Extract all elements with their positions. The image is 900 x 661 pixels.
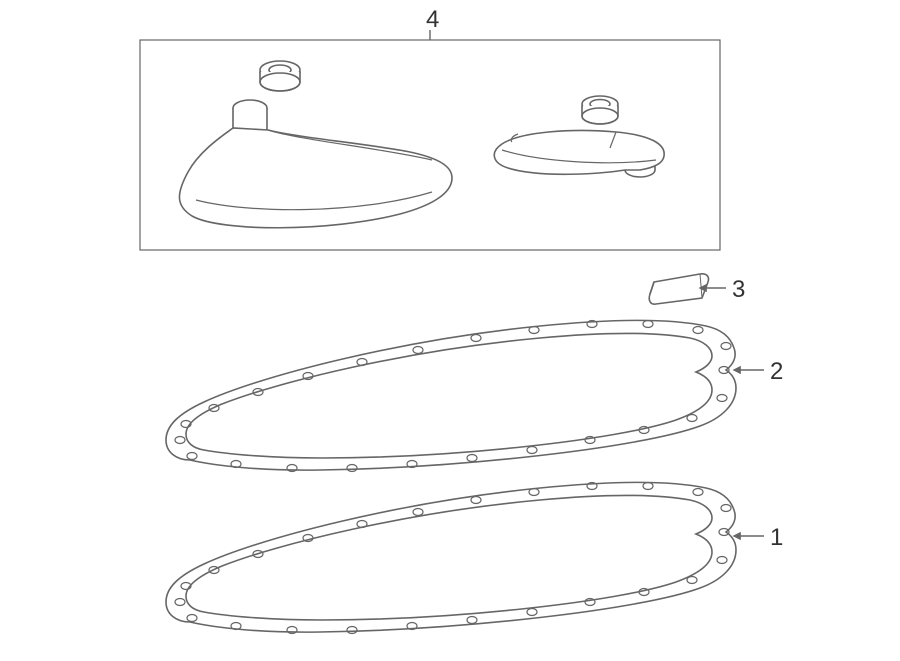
magnet — [649, 274, 708, 304]
filter-right-body — [494, 131, 664, 175]
parts-diagram: 4 3 2 1 — [0, 0, 900, 661]
callout-label-4: 4 — [426, 6, 439, 34]
oil-pan — [166, 482, 736, 633]
filter-right — [494, 96, 664, 177]
callout-label-1: 1 — [770, 524, 783, 552]
diagram-svg — [0, 0, 900, 661]
filter-left-body — [179, 128, 452, 228]
grommet-right — [582, 96, 618, 124]
filter-left — [179, 61, 452, 228]
filter-kit-box — [140, 40, 720, 250]
gasket-upper — [166, 320, 736, 471]
grommet-left — [260, 61, 300, 91]
callout-label-2: 2 — [770, 358, 783, 386]
callout-label-3: 3 — [732, 276, 745, 304]
